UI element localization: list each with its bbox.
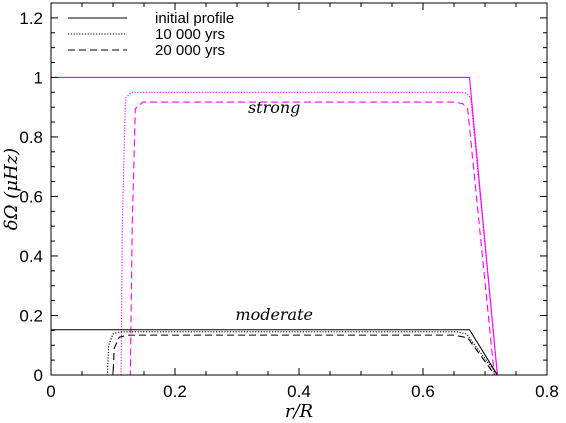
x-tick-label: 0.8 bbox=[535, 382, 559, 401]
x-tick-label: 0 bbox=[46, 382, 55, 401]
y-tick-label: 0.2 bbox=[19, 306, 43, 325]
x-tick-label: 0.6 bbox=[411, 382, 435, 401]
y-tick-label: 1.2 bbox=[19, 9, 43, 28]
x-axis-label: r/R bbox=[285, 401, 313, 422]
x-tick-label: 0.2 bbox=[163, 382, 187, 401]
series-layer bbox=[51, 76, 547, 376]
series-strong-dotted bbox=[51, 91, 547, 376]
series-strong-dashed bbox=[51, 101, 547, 376]
ticks-layer bbox=[50, 2, 548, 376]
y-axis-label: δΩ (μHz) bbox=[1, 148, 22, 230]
y-tick-label: 0 bbox=[34, 366, 43, 385]
labels-layer: 0 0.2 0.4 0.6 0.8 0 0.2 0.4 0.6 0.8 1 1.2 r/R δΩ (μHz… bbox=[1, 9, 559, 422]
legend-label: 10 000 yrs bbox=[155, 26, 225, 43]
annotation-strong: strong bbox=[248, 98, 300, 117]
legend-label: 20 000 yrs bbox=[155, 42, 225, 59]
y-tick-label: 0.4 bbox=[19, 247, 43, 266]
y-tick-label: 1 bbox=[34, 68, 43, 87]
legend-label: initial profile bbox=[155, 10, 234, 27]
y-tick-label: 0.8 bbox=[19, 128, 43, 147]
series-moderate-dashed bbox=[51, 334, 547, 376]
x-tick-label: 0.4 bbox=[287, 382, 311, 401]
y-tick-label: 0.6 bbox=[19, 187, 43, 206]
annotations: strong moderate bbox=[235, 98, 313, 324]
annotation-moderate: moderate bbox=[235, 305, 313, 324]
series-strong-solid bbox=[51, 76, 547, 376]
